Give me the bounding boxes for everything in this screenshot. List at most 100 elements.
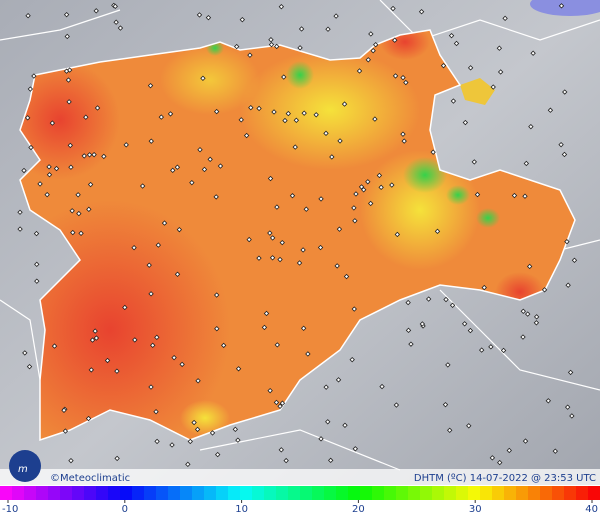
station (169, 442, 175, 448)
station (564, 238, 570, 245)
station (490, 84, 496, 90)
colorbar-cell (540, 486, 553, 500)
station (147, 83, 154, 89)
station (372, 42, 379, 48)
station (489, 455, 496, 461)
station (352, 446, 359, 452)
colorbar-cell (264, 486, 277, 500)
station (139, 183, 146, 189)
station (500, 347, 507, 354)
station (53, 165, 60, 172)
station (269, 255, 276, 261)
station (520, 334, 526, 340)
station (430, 149, 436, 155)
station (22, 350, 28, 356)
station (389, 182, 395, 188)
station (214, 451, 221, 458)
station (88, 367, 94, 373)
station (474, 191, 481, 198)
station (93, 335, 100, 341)
station (263, 310, 270, 317)
station (261, 324, 268, 331)
station (471, 159, 477, 165)
station (358, 184, 365, 190)
colorbar-cell (576, 486, 589, 500)
borders (0, 0, 600, 470)
station (496, 45, 503, 51)
station (497, 69, 504, 75)
colorbar-cell (72, 486, 85, 500)
station (564, 404, 571, 410)
station (64, 33, 70, 40)
colorbar-cell (504, 486, 517, 500)
station (34, 278, 40, 284)
station (274, 43, 280, 50)
colorbar-cell (408, 486, 421, 500)
station (278, 4, 285, 10)
station (132, 337, 138, 343)
station (207, 156, 213, 163)
station (325, 26, 331, 32)
station (238, 117, 244, 123)
station (17, 226, 23, 232)
station (419, 321, 426, 327)
station (318, 196, 324, 202)
colorbar-cell (108, 486, 121, 500)
colorbar-cell (48, 486, 61, 500)
logo-mark: m (18, 464, 28, 475)
station (171, 354, 177, 361)
colorbar-cell (204, 486, 217, 500)
station (282, 117, 288, 124)
tick-label: 20 (352, 504, 365, 515)
tick-label: -10 (2, 504, 18, 515)
station (303, 206, 309, 212)
station (523, 160, 530, 167)
colorbar-cell (420, 486, 433, 500)
colorbar-cell (516, 486, 529, 500)
station (63, 68, 70, 74)
station (232, 426, 239, 433)
station (368, 31, 374, 37)
station (161, 220, 168, 226)
station (467, 327, 474, 334)
station (28, 144, 34, 151)
station (392, 73, 399, 79)
station (148, 291, 154, 297)
colorbar-cell (120, 486, 133, 500)
station (370, 48, 376, 54)
station (148, 138, 154, 144)
station (274, 204, 280, 210)
station (367, 200, 374, 207)
station (94, 105, 101, 111)
station (565, 282, 571, 288)
station (24, 115, 31, 121)
station (46, 172, 53, 178)
colorbar-cell (96, 486, 109, 500)
station (154, 334, 160, 341)
colorbar (0, 486, 600, 500)
station (65, 77, 72, 83)
station (44, 191, 50, 198)
colorbar-cell (168, 486, 181, 500)
station (297, 45, 303, 51)
station (526, 263, 533, 270)
station (356, 68, 363, 74)
station (571, 257, 578, 263)
station (267, 175, 274, 182)
station (378, 184, 384, 191)
station (301, 110, 307, 116)
station (405, 299, 411, 306)
station (196, 12, 203, 18)
station (300, 325, 307, 331)
colorbar-cell (240, 486, 253, 500)
station (448, 32, 455, 39)
station (213, 194, 219, 200)
station (400, 131, 406, 137)
station (185, 461, 191, 468)
station (281, 74, 287, 80)
station (155, 242, 162, 248)
station (361, 187, 367, 193)
station (453, 40, 460, 47)
station (179, 361, 185, 368)
station (289, 193, 296, 199)
